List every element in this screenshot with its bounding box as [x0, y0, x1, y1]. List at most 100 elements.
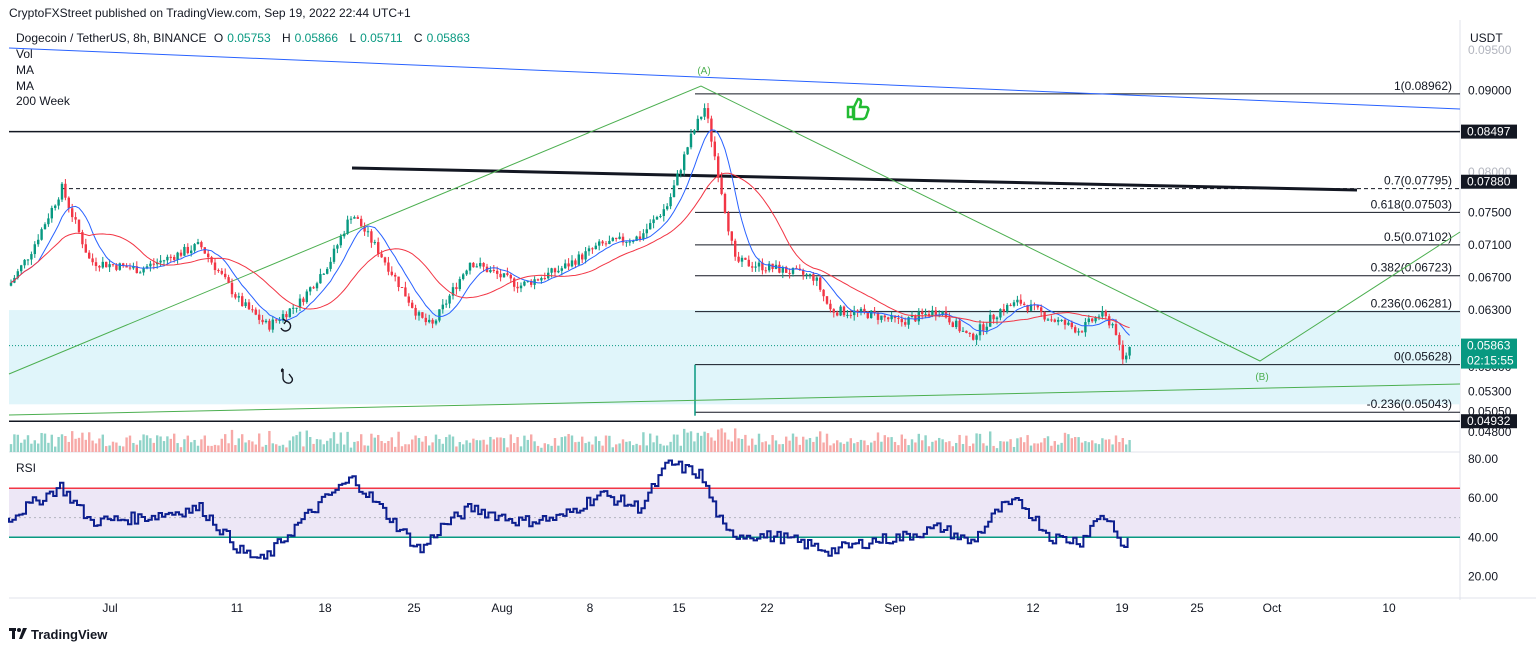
volume-bar — [485, 444, 489, 452]
candle-body — [761, 262, 764, 271]
candle-body — [179, 252, 183, 256]
candle-body — [819, 277, 822, 290]
candle-body — [43, 224, 47, 230]
volume-bar — [135, 444, 138, 452]
volume-bar — [1087, 442, 1090, 452]
indicator-200-week[interactable]: 200 Week — [16, 94, 70, 108]
candle-body — [764, 270, 767, 272]
volume-bar — [662, 445, 665, 452]
volume-bar — [162, 441, 166, 452]
volume-bar — [516, 437, 519, 452]
candle-body — [696, 118, 699, 131]
volume-bar — [149, 438, 152, 452]
candle-body — [349, 218, 353, 220]
volume-bar — [475, 440, 478, 452]
candle-body — [683, 154, 686, 171]
candle-body — [924, 313, 927, 315]
candle-body — [492, 269, 495, 271]
volume-bar — [968, 446, 971, 452]
fib-level-label: 0(0.05628) — [1394, 350, 1452, 364]
hand-pointer-icon — [280, 368, 294, 384]
candle-body — [57, 199, 60, 206]
candle-body — [26, 259, 30, 261]
volume-bar — [363, 445, 366, 452]
candle-body — [394, 274, 397, 277]
volume-bar — [309, 436, 312, 452]
candle-body — [737, 256, 740, 262]
candle-body — [655, 217, 659, 220]
indicator-ma-2[interactable]: MA — [16, 79, 34, 93]
volume-bar — [543, 443, 546, 452]
volume-bar — [805, 439, 808, 452]
volume-bar — [322, 444, 325, 452]
candle-body — [244, 302, 247, 307]
candle-body — [842, 306, 846, 316]
volume-bar — [812, 441, 815, 452]
volume-bar — [859, 439, 863, 452]
price-tick-label: 0.07100 — [1468, 238, 1512, 252]
volume-bar — [951, 446, 954, 452]
volume-bar — [47, 442, 50, 452]
candle-body — [159, 260, 162, 263]
candle-body — [183, 246, 186, 256]
candle-body — [88, 252, 91, 259]
candle-body — [98, 265, 101, 268]
volume-bar — [50, 434, 53, 452]
volume-bar — [849, 438, 852, 452]
low-value: 0.05711 — [360, 31, 403, 45]
candle-body — [727, 212, 730, 232]
candle-body — [1026, 304, 1029, 311]
candle-body — [672, 185, 676, 198]
volume-bar — [91, 440, 94, 452]
volume-bar — [774, 440, 778, 452]
candle-body — [1016, 299, 1019, 303]
candle-body — [217, 270, 220, 272]
candle-body — [989, 314, 992, 327]
symbol-name[interactable]: Dogecoin / TetherUS, 8h, BINANCE — [16, 31, 207, 45]
volume-bar — [632, 445, 635, 452]
rsi-label[interactable]: RSI — [16, 461, 37, 475]
rsi-tick-label: 80.00 — [1468, 452, 1498, 466]
fib-level-label: 0.5(0.07102) — [1384, 230, 1452, 244]
volume-bar — [727, 439, 730, 452]
indicator-ma-1[interactable]: MA — [16, 63, 34, 77]
time-tick-label: 25 — [407, 601, 421, 615]
candle-body — [689, 133, 693, 148]
time-tick-label: 19 — [1115, 601, 1129, 615]
volume-bar — [798, 444, 801, 452]
volume-bar — [686, 432, 689, 452]
candle-body — [254, 309, 257, 315]
candle-body — [220, 270, 223, 274]
price-badge-bg — [1461, 174, 1517, 189]
volume-bar — [377, 434, 380, 452]
volume-bar — [703, 431, 706, 452]
candle-body — [288, 308, 291, 318]
volume-bar — [978, 433, 982, 452]
candle-body — [278, 320, 281, 322]
volume-bar — [173, 433, 176, 452]
volume-bar — [836, 440, 839, 452]
volume-bar — [1009, 439, 1012, 452]
volume-bar — [224, 434, 227, 452]
volume-bar — [1108, 439, 1111, 452]
volume-bar — [853, 443, 856, 452]
volume-bar — [870, 442, 873, 452]
candle-body — [264, 320, 268, 323]
volume-bar — [581, 436, 584, 452]
candle-body — [948, 317, 951, 323]
tradingview-footer[interactable]: TradingView — [9, 627, 107, 642]
candle-body — [805, 274, 808, 276]
volume-bar — [404, 444, 407, 452]
candle-body — [754, 266, 757, 268]
indicator-vol[interactable]: Vol — [16, 47, 33, 61]
volume-bar — [40, 432, 43, 452]
volume-bar — [873, 440, 876, 452]
candle-body — [785, 266, 788, 273]
candle-body — [876, 312, 880, 320]
candle-body — [513, 278, 516, 287]
candle-body — [176, 252, 179, 260]
candle-body — [1036, 305, 1039, 308]
volume-bar — [237, 438, 240, 452]
candle-body — [1114, 324, 1118, 335]
